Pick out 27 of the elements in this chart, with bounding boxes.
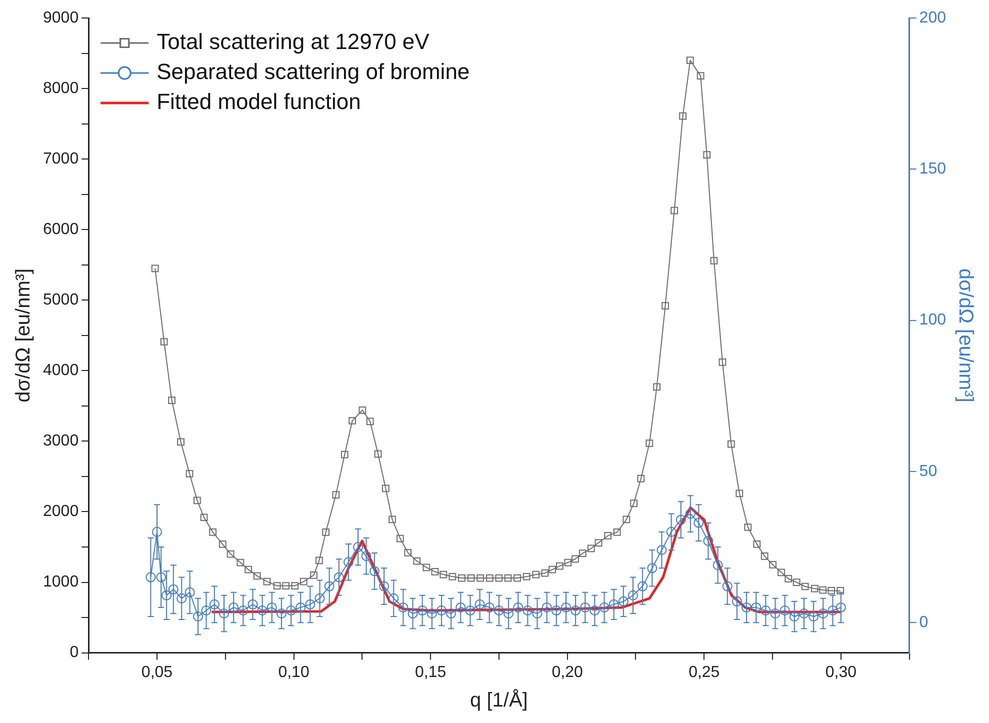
y2-tick-label: 200: [919, 9, 946, 26]
x-tick-label: 0,15: [414, 664, 446, 681]
y-tick-label: 6000: [43, 221, 79, 238]
y-tick-label: 7000: [43, 150, 79, 168]
x-tick-label: 0,20: [552, 664, 584, 681]
legend-label: Fitted model function: [156, 89, 361, 114]
y2-tick-label: 100: [919, 312, 946, 329]
y-tick-label: 3000: [43, 432, 79, 450]
y2-tick-label: 150: [919, 160, 946, 178]
x-axis-title: q [1/Å]: [470, 688, 528, 712]
y-tick-label: 5000: [43, 292, 79, 309]
y-tick-label: 4000: [43, 362, 79, 380]
y-tick-label: 1000: [43, 574, 79, 591]
x-tick-label: 0,05: [141, 664, 173, 681]
y-tick-label: 8000: [43, 80, 79, 97]
y2-tick-label: 0: [919, 614, 928, 631]
y2-axis-title: dσ/dΩ [eu/nm³]: [954, 268, 976, 402]
x-tick-label: 0,10: [278, 664, 310, 681]
y-tick-label: 0: [70, 644, 79, 662]
y-tick-label: 2000: [43, 503, 79, 520]
x-tick-label: 0,25: [688, 664, 720, 681]
legend-label: Total scattering at 12970 eV: [156, 29, 430, 54]
x-tick-label: 0,30: [825, 664, 857, 681]
y-tick-label: 9000: [43, 9, 79, 26]
legend-label: Separated scattering of bromine: [156, 59, 470, 84]
y-axis-title: dσ/dΩ [eu/nm³]: [12, 268, 35, 402]
y2-tick-label: 50: [919, 462, 938, 480]
